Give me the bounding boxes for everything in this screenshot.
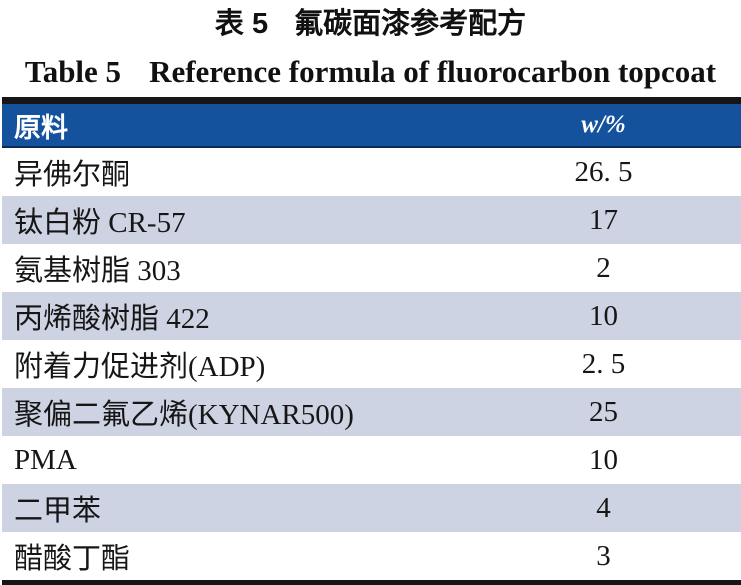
material-cell: 丙烯酸树脂 422 xyxy=(14,303,210,335)
value-cell: 2 xyxy=(596,251,611,284)
header-row: 原料 w/% xyxy=(2,100,741,148)
table-row: 醋酸丁酯 3 xyxy=(2,532,741,583)
table-row: 氨基树脂 303 2 xyxy=(2,244,741,292)
value-cell: 25 xyxy=(589,395,618,428)
table-row: 钛白粉 CR-57 17 xyxy=(2,196,741,244)
material-cell: 聚偏二氟乙烯(KYNAR500) xyxy=(14,399,354,431)
material-cell: 异佛尔酮 xyxy=(14,159,131,191)
material-cell: PMA xyxy=(14,443,77,476)
material-cell: 醋酸丁酯 xyxy=(14,543,131,575)
table-row: 二甲苯 4 xyxy=(2,484,741,532)
value-cell: 17 xyxy=(589,203,618,236)
table-caption-english: Reference formula of fluorocarbon topcoa… xyxy=(149,54,717,89)
table-header: 原料 w/% xyxy=(2,100,741,148)
column-header-weight-percent: w/% xyxy=(453,100,741,148)
table-row: PMA 10 xyxy=(2,436,741,484)
value-cell: 26. 5 xyxy=(574,155,633,188)
table-title-english: Table 5 Reference formula of fluorocarbon… xyxy=(0,52,741,92)
table-body: 异佛尔酮 26. 5 钛白粉 CR-57 17 氨基树脂 303 2 丙烯酸树脂… xyxy=(2,147,741,583)
table-number-chinese: 表 5 xyxy=(214,8,269,40)
value-cell: 4 xyxy=(596,491,611,524)
value-cell: 2. 5 xyxy=(581,347,626,380)
table-caption-chinese: 氟碳面漆参考配方 xyxy=(294,8,527,40)
table-row: 丙烯酸树脂 422 10 xyxy=(2,292,741,340)
material-cell: 钛白粉 CR-57 xyxy=(14,207,186,239)
value-cell: 10 xyxy=(589,443,618,476)
table-title-chinese: 表 5 氟碳面漆参考配方 xyxy=(0,0,741,43)
formula-table: 原料 w/% 异佛尔酮 26. 5 钛白粉 CR-57 17 氨基树脂 303 … xyxy=(2,97,741,585)
material-cell: 二甲苯 xyxy=(14,495,102,527)
table-number-english: Table 5 xyxy=(24,54,122,89)
material-cell: 附着力促进剂(ADP) xyxy=(14,351,266,383)
table-row: 异佛尔酮 26. 5 xyxy=(2,147,741,196)
column-header-material: 原料 xyxy=(2,100,453,148)
value-cell: 3 xyxy=(596,539,611,572)
value-cell: 10 xyxy=(589,299,618,332)
table-row: 附着力促进剂(ADP) 2. 5 xyxy=(2,340,741,388)
table-row: 聚偏二氟乙烯(KYNAR500) 25 xyxy=(2,388,741,436)
material-cell: 氨基树脂 303 xyxy=(14,255,181,287)
